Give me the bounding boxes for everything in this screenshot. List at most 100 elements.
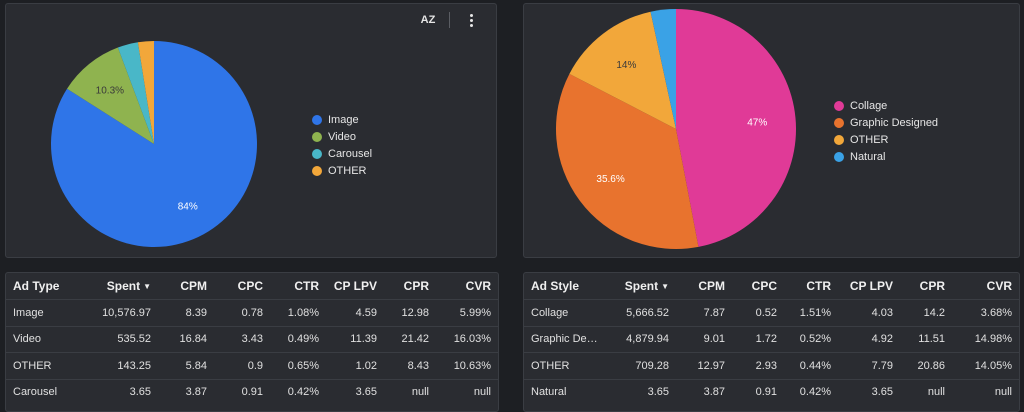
pie-slice-video[interactable] xyxy=(67,47,154,144)
column-header-cvr[interactable]: CVR xyxy=(952,273,1019,300)
table-cell: 0.91 xyxy=(241,386,263,399)
slice-data-label: 47% xyxy=(747,117,767,128)
legend-item[interactable]: OTHER xyxy=(834,131,938,148)
column-header-cpc[interactable]: CPC xyxy=(214,273,270,300)
ad-type-table-header: Ad Type Spent ▼ CPM CPC CTR CP LPV CPR CVR xyxy=(6,273,498,300)
column-header-spent[interactable]: Spent ▼ xyxy=(606,273,676,300)
column-header-ad-type[interactable]: Ad Type xyxy=(6,273,86,300)
table-row[interactable]: OTHER 709.28 12.97 2.93 0.44% 7.79 20.86 14.05% xyxy=(524,352,1019,380)
toolbar-divider xyxy=(449,12,450,28)
table-cell: 0.52% xyxy=(784,326,838,353)
legend-swatch xyxy=(312,148,322,159)
pie-slice-natural[interactable] xyxy=(650,9,676,129)
table-cell: 0.9 xyxy=(214,352,270,380)
column-header-cp-lpv[interactable]: CP LPV xyxy=(838,273,900,300)
legend-item[interactable]: Carousel xyxy=(312,145,372,162)
legend-item[interactable]: OTHER xyxy=(312,162,372,179)
table-cell: 5,666.52 xyxy=(606,299,676,327)
legend-swatch xyxy=(312,131,322,142)
legend-item[interactable]: Image xyxy=(312,111,372,128)
pie-slice-collage[interactable] xyxy=(676,9,796,247)
table-cell: 4.92 xyxy=(838,326,900,353)
table-cell: 5.84 xyxy=(158,352,214,380)
table-row[interactable]: Collage 5,666.52 7.87 0.52 1.51% 4.03 14.2 3.68… xyxy=(524,299,1019,327)
legend-item[interactable]: Video xyxy=(312,128,372,145)
column-header-cpr[interactable]: CPR xyxy=(384,273,436,300)
slice-data-label: 14% xyxy=(616,60,636,71)
legend-label: Collage xyxy=(850,99,888,112)
column-header-spent[interactable]: Spent ▼ xyxy=(86,273,158,300)
chart-toolbar: AZ xyxy=(417,10,482,30)
table-cell: 11.51 xyxy=(900,326,952,353)
table-cell: null xyxy=(994,386,1012,399)
ad-style-table: Ad Style Spent ▼ CPM CPC CTR CP LPV CPR CVR Coll… xyxy=(524,273,1019,405)
slice-data-label: 35.6% xyxy=(596,174,624,185)
table-cell: 7.87 xyxy=(676,299,732,327)
ad-type-pie-card: AZ 84% 10.3% Image Video Carousel OTHER xyxy=(5,3,497,258)
table-cell: Video xyxy=(6,326,86,353)
legend-swatch xyxy=(834,151,844,162)
table-cell: 3.87 xyxy=(185,386,207,399)
column-header-cvr[interactable]: CVR xyxy=(436,273,498,300)
table-cell: 2.93 xyxy=(732,352,784,380)
table-cell: 0.42% xyxy=(287,386,319,399)
column-header-ad-style[interactable]: Ad Style xyxy=(524,273,606,300)
table-row[interactable]: OTHER 143.25 5.84 0.9 0.65% 1.02 8.43 10.63% xyxy=(6,352,498,380)
table-cell: null xyxy=(411,386,429,399)
column-header-ctr[interactable]: CTR xyxy=(270,273,326,300)
table-cell: 1.08% xyxy=(270,299,326,327)
column-header-ctr[interactable]: CTR xyxy=(784,273,838,300)
column-header-cpr[interactable]: CPR xyxy=(900,273,952,300)
table-cell: 10,576.97 xyxy=(86,299,158,327)
legend-item[interactable]: Collage xyxy=(834,97,938,114)
table-cell: 16.84 xyxy=(158,326,214,353)
table-cell: 0.49% xyxy=(270,326,326,353)
column-header-cp-lpv[interactable]: CP LPV xyxy=(326,273,384,300)
slice-data-label: 84% xyxy=(178,201,198,212)
sort-desc-icon[interactable]: ▼ xyxy=(143,282,151,292)
table-cell: 143.25 xyxy=(86,352,158,380)
pie-slice-carousel[interactable] xyxy=(117,42,154,145)
ad-type-table-card: Ad Type Spent ▼ CPM CPC CTR CP LPV CPR CVR Image… xyxy=(5,272,499,412)
table-cell: 11.39 xyxy=(326,326,384,353)
table-cell: 8.39 xyxy=(158,299,214,327)
table-cell: null xyxy=(927,386,945,399)
table-cell: 3.65 xyxy=(647,386,669,399)
table-cell: 0.78 xyxy=(214,299,270,327)
table-row[interactable]: Natural 3.65 3.87 0.91 0.42% 3.65 null null xyxy=(524,379,1019,405)
table-row[interactable]: Carousel 3.65 3.87 0.91 0.42% 3.65 null null xyxy=(6,379,498,405)
table-cell: 1.72 xyxy=(732,326,784,353)
table-cell: 3.65 xyxy=(871,386,893,399)
column-header-cpm[interactable]: CPM xyxy=(158,273,214,300)
kebab-menu-icon[interactable] xyxy=(460,10,482,30)
table-cell: 12.97 xyxy=(676,352,732,380)
sort-az-icon[interactable]: AZ xyxy=(420,14,436,26)
column-header-cpm[interactable]: CPM xyxy=(676,273,732,300)
table-cell: 16.03% xyxy=(436,326,498,353)
legend-item[interactable]: Natural xyxy=(834,148,938,165)
table-row[interactable]: Video 535.52 16.84 3.43 0.49% 11.39 21.42 16.03… xyxy=(6,326,498,353)
sort-desc-icon[interactable]: ▼ xyxy=(661,282,669,292)
ad-style-legend: Collage Graphic Designed OTHER Natural xyxy=(834,97,938,165)
legend-item[interactable]: Graphic Designed xyxy=(834,114,938,131)
table-row[interactable]: Graphic Desi... 4,879.94 9.01 1.72 0.52% 4.92… xyxy=(524,326,1019,353)
ad-style-pie-chart: 47% 35.6% 14% xyxy=(556,9,796,249)
table-cell: 1.02 xyxy=(326,352,384,380)
pie-slice-other[interactable] xyxy=(137,41,154,144)
legend-label: OTHER xyxy=(328,164,367,177)
table-cell: null xyxy=(473,386,491,399)
column-header-cpc[interactable]: CPC xyxy=(732,273,784,300)
table-row[interactable]: Image 10,576.97 8.39 0.78 1.08% 4.59 12.98 5.99… xyxy=(6,299,498,327)
table-cell: 8.43 xyxy=(384,352,436,380)
table-cell: 709.28 xyxy=(606,352,676,380)
table-cell: 10.63% xyxy=(436,352,498,380)
ad-style-table-card: Ad Style Spent ▼ CPM CPC CTR CP LPV CPR CVR Coll… xyxy=(523,272,1020,412)
table-cell: Natural xyxy=(531,386,567,399)
legend-label: OTHER xyxy=(850,133,889,146)
ad-type-table: Ad Type Spent ▼ CPM CPC CTR CP LPV CPR CVR Image… xyxy=(6,273,498,405)
table-cell: 1.51% xyxy=(784,299,838,327)
pie-slice-graphic-designed[interactable] xyxy=(556,73,699,249)
legend-swatch xyxy=(834,117,844,128)
pie-slice-other[interactable] xyxy=(569,11,676,129)
table-cell: 3.87 xyxy=(703,386,725,399)
